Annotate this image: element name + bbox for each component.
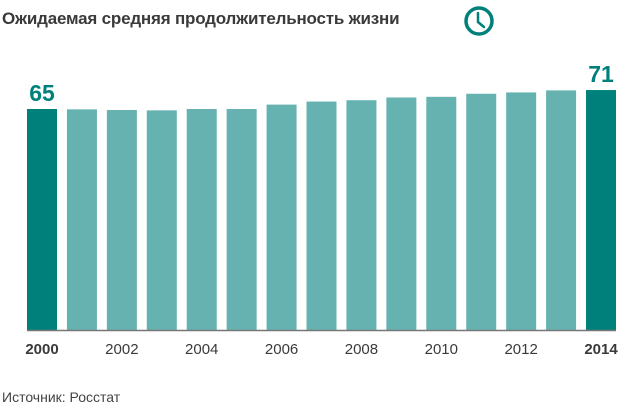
bar-chart: 2000 2002 2004 2006 2008 2010 2012 2014 65 71 (25, 61, 618, 358)
bar-2003 (146, 110, 177, 330)
clock-icon (464, 6, 494, 36)
x-tick-label: 2004 (185, 341, 218, 358)
bar-2001 (66, 109, 97, 330)
bar-2010 (426, 96, 457, 331)
bar-2006 (266, 104, 297, 330)
x-tick-label: 2012 (504, 341, 537, 358)
bar-2014 (586, 90, 617, 330)
x-tick-label: 2010 (425, 341, 458, 358)
bar-2008 (346, 100, 377, 330)
bar-2004 (186, 109, 217, 330)
bar-2000 (27, 109, 57, 330)
bar-2007 (306, 101, 337, 330)
x-tick-label: 2002 (105, 341, 138, 358)
bar-2011 (466, 93, 497, 330)
source-note: Источник: Росстат (2, 389, 121, 405)
data-label-2014: 71 (588, 61, 614, 87)
bar-2013 (546, 90, 577, 330)
bar-2009 (386, 97, 417, 331)
x-tick-label: 2006 (265, 341, 298, 358)
bar-2002 (106, 110, 137, 330)
x-tick-label: 2008 (345, 341, 378, 358)
x-tick-label: 2014 (584, 341, 618, 358)
chart-title: Ожидаемая средняя продолжительность жизн… (2, 9, 400, 28)
bar-2012 (506, 92, 537, 331)
data-label-2000: 65 (29, 80, 55, 106)
x-tick-label: 2000 (25, 341, 58, 358)
bar-2005 (226, 109, 257, 330)
